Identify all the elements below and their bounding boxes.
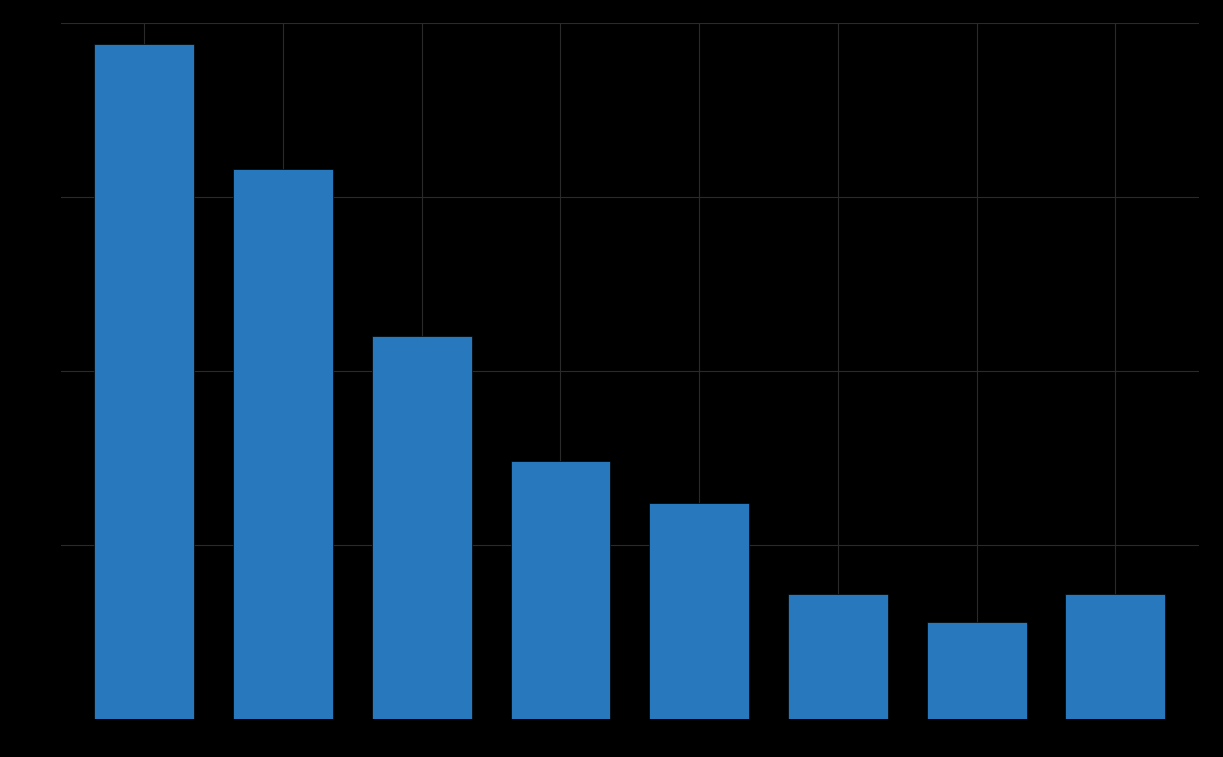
Bar [649,503,750,719]
Bar [510,462,610,719]
Bar [1065,593,1166,719]
Bar [927,621,1026,719]
Bar [372,336,472,719]
Bar [94,44,194,719]
Bar [234,169,333,719]
Bar [788,593,888,719]
